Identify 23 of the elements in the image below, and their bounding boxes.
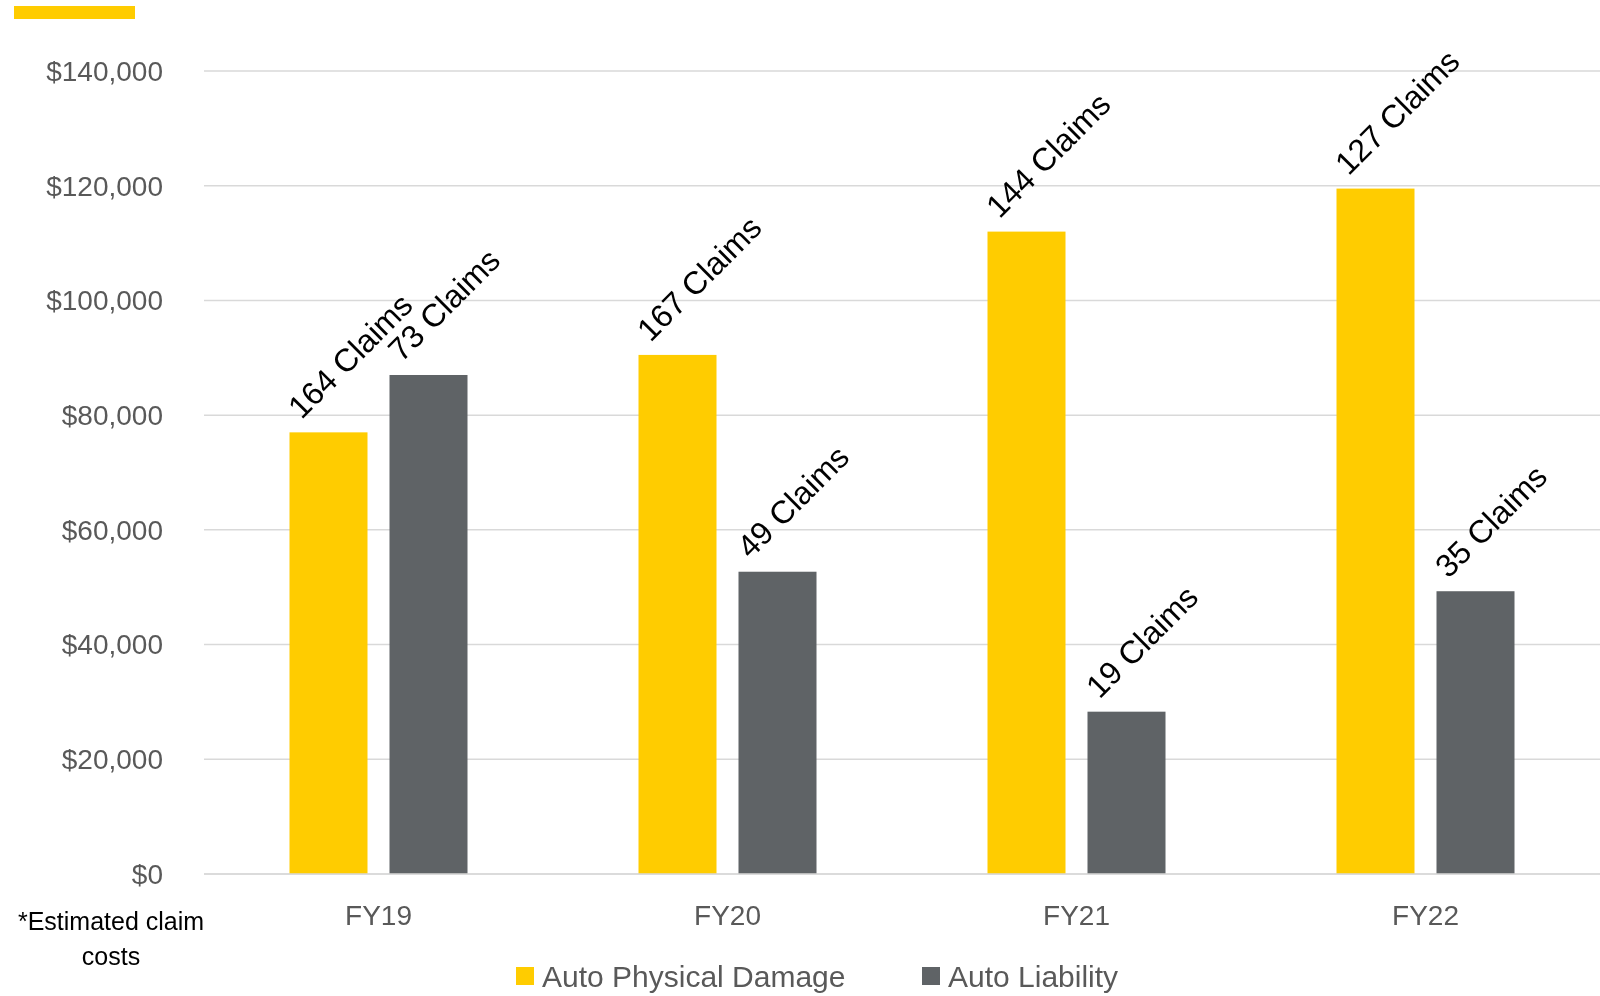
x-tick-label: FY20	[694, 900, 761, 931]
bar	[1087, 711, 1166, 874]
y-tick-label: $140,000	[46, 55, 163, 87]
y-tick-label: $40,000	[61, 629, 163, 661]
x-tick-label: FY21	[1043, 900, 1110, 931]
bar	[1436, 591, 1515, 874]
x-tick-label: FY19	[345, 900, 412, 931]
text: *Estimated claim costs	[17, 907, 205, 970]
bar	[987, 231, 1066, 874]
bar	[389, 374, 468, 874]
bar	[1336, 188, 1415, 874]
legend-label: Auto Physical Damage	[542, 959, 846, 993]
y-tick-label: $80,000	[61, 399, 163, 431]
y-tick-label: $20,000	[61, 744, 163, 776]
y-tick-label: $120,000	[46, 170, 163, 202]
legend-label: Auto Liability	[948, 959, 1119, 993]
bar	[738, 571, 817, 874]
x-tick-label: FY22	[1392, 900, 1459, 931]
y-tick-label: $100,000	[46, 285, 163, 317]
bar	[638, 354, 717, 874]
y-tick-label: $60,000	[61, 514, 163, 546]
bar	[289, 432, 368, 874]
y-tick-label: $0	[131, 858, 163, 890]
